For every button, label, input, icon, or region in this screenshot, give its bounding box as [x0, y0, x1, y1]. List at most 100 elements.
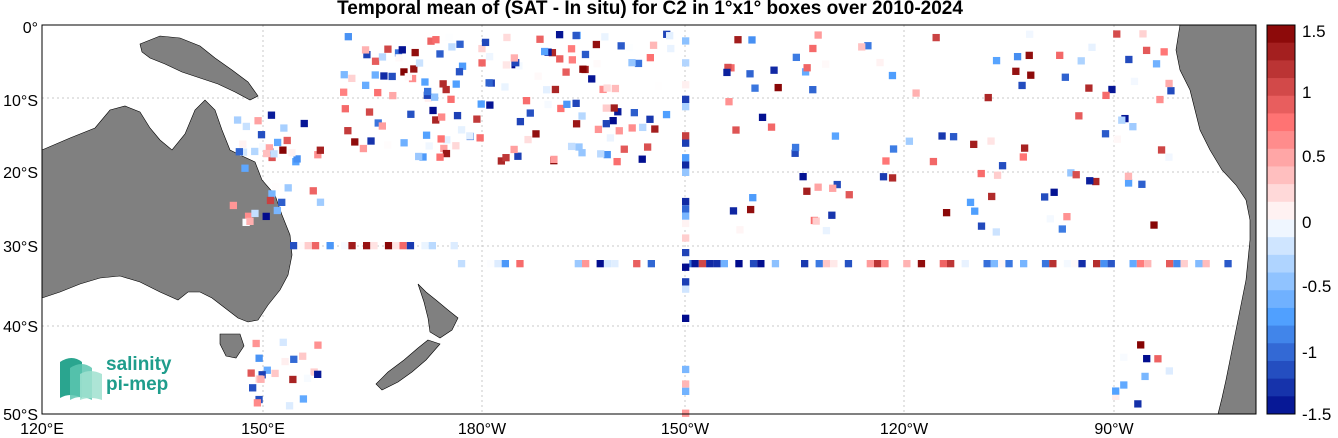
data-cell: [682, 205, 690, 213]
data-cell: [682, 212, 690, 220]
data-cell: [932, 33, 940, 42]
data-cell: [522, 97, 531, 105]
data-cell: [882, 157, 890, 165]
colorbar-segment: [1267, 148, 1295, 167]
data-cell: [736, 226, 744, 234]
data-cell: [746, 70, 754, 78]
data-cell: [1077, 57, 1085, 65]
data-cell: [365, 108, 374, 116]
data-cell: [1075, 112, 1083, 120]
data-cell: [682, 197, 690, 206]
data-cell: [1025, 51, 1033, 60]
data-cell: [682, 314, 690, 322]
colorbar-segment: [1267, 290, 1295, 309]
data-cell: [830, 260, 838, 268]
data-cell: [290, 355, 298, 363]
data-cell: [791, 149, 799, 157]
data-cell: [432, 36, 440, 44]
data-cell: [1125, 55, 1133, 64]
data-cell: [647, 260, 655, 268]
data-cell: [833, 180, 841, 189]
data-cell: [457, 126, 466, 134]
data-cell: [374, 88, 382, 97]
data-cell: [876, 58, 884, 67]
data-cell: [340, 71, 348, 79]
data-cell: [544, 100, 552, 109]
data-cell: [278, 198, 286, 206]
lat-label: 0°: [23, 20, 38, 37]
data-cell: [267, 111, 276, 119]
data-cell: [253, 399, 262, 407]
data-cell: [987, 137, 995, 145]
data-cell: [279, 338, 287, 346]
data-cell: [1102, 91, 1110, 100]
data-cell: [814, 31, 822, 39]
colorbar-segment: [1267, 95, 1295, 114]
data-cell: [1027, 71, 1035, 79]
data-cell: [532, 130, 540, 138]
data-cell: [774, 83, 782, 92]
lat-label: 20°S: [3, 165, 38, 182]
data-cell: [247, 369, 255, 377]
data-cell: [990, 260, 999, 268]
data-cell: [977, 169, 985, 178]
data-cell: [572, 31, 580, 40]
data-cell: [502, 61, 511, 69]
data-cell: [1063, 213, 1071, 221]
data-cell: [265, 144, 274, 152]
data-cell: [1165, 367, 1174, 375]
data-cell: [503, 33, 511, 42]
logo-text-line2: pi-mep: [106, 374, 169, 395]
colorbar-frame: [1266, 24, 1296, 415]
data-cell: [735, 260, 743, 268]
colorbar-segment: [1267, 237, 1295, 256]
data-cell: [1160, 48, 1168, 56]
data-cell: [285, 402, 294, 410]
data-cell: [280, 124, 288, 132]
data-cell: [706, 260, 714, 268]
data-cell: [1141, 372, 1149, 381]
data-cell: [575, 143, 583, 151]
colorbar-segment: [1267, 60, 1295, 79]
data-cell: [485, 79, 493, 87]
data-cell: [512, 59, 520, 67]
colorbar-segment: [1267, 25, 1295, 44]
data-cell: [682, 219, 690, 228]
data-cell: [620, 145, 628, 153]
data-cell: [314, 151, 322, 159]
data-cell: [829, 184, 837, 192]
colorbar-segment: [1267, 166, 1295, 185]
colorbar-tick: -0.5: [1302, 277, 1331, 296]
data-cell: [971, 207, 979, 215]
data-cell: [682, 285, 690, 293]
data-cell: [1134, 400, 1142, 408]
data-cell: [423, 91, 431, 99]
data-cell: [992, 56, 1001, 65]
data-cell: [374, 119, 382, 127]
data-cell: [1100, 260, 1108, 268]
data-cell: [1118, 116, 1126, 124]
data-cell: [421, 78, 429, 86]
data-cell: [874, 260, 882, 268]
data-cell: [662, 110, 671, 119]
data-cell: [421, 242, 429, 250]
data-cell: [430, 93, 439, 101]
data-cell: [929, 157, 938, 166]
data-cell: [1129, 260, 1137, 268]
data-cell: [494, 260, 502, 268]
data-cell: [1085, 84, 1093, 92]
data-cell: [822, 226, 831, 235]
data-cell: [1020, 260, 1028, 268]
data-cell: [242, 122, 251, 131]
data-cell: [304, 242, 312, 250]
colorbar-segment: [1267, 201, 1295, 220]
data-cell: [998, 162, 1007, 170]
data-cell: [1120, 353, 1128, 361]
data-cell: [257, 375, 265, 383]
data-cell: [555, 31, 564, 39]
data-cell: [255, 354, 263, 362]
data-cell: [359, 144, 368, 153]
data-cell: [406, 242, 415, 250]
data-cell: [384, 141, 392, 149]
data-cell: [556, 55, 564, 63]
